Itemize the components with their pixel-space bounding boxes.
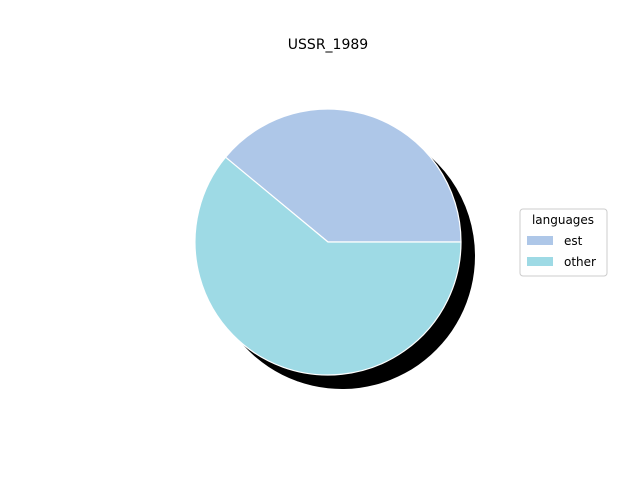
legend-title: languages [532,213,594,227]
pie-slices [194,108,476,389]
legend-swatch-est [527,236,553,245]
legend-label-other: other [564,255,596,269]
legend-label-est: est [564,234,583,248]
legend-swatch-other [527,257,553,266]
chart-title: USSR_1989 [288,37,368,53]
slice-other [194,156,462,376]
legend: languages est other [519,208,608,277]
slice-est [224,108,462,243]
